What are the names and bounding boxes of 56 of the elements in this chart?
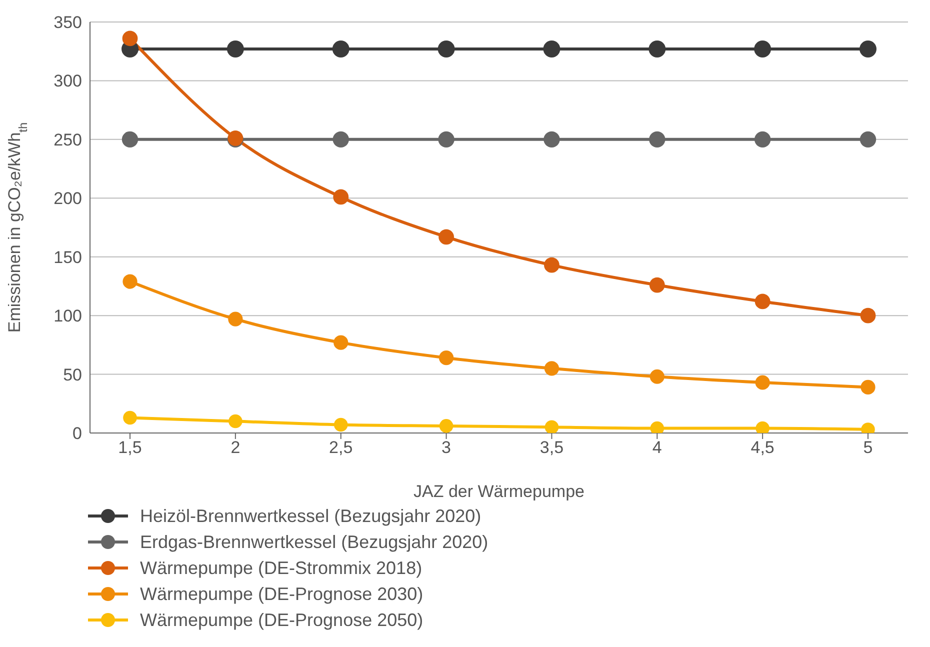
x-tick-label: 4,5	[750, 438, 774, 458]
point	[228, 312, 243, 326]
y-tick-label: 100	[54, 306, 82, 326]
point	[226, 40, 244, 58]
point	[438, 40, 455, 58]
point	[754, 131, 771, 148]
y-tick-label: 50	[63, 365, 82, 384]
point	[122, 30, 138, 46]
point	[649, 131, 666, 148]
point	[123, 410, 137, 425]
point	[544, 361, 560, 376]
point	[648, 40, 666, 58]
point	[544, 420, 559, 433]
x-tick-label: 3	[442, 438, 452, 458]
point	[543, 40, 560, 58]
x-tick-label: 1,5	[118, 438, 142, 458]
point	[650, 369, 664, 384]
x-tick-label: 2,5	[329, 438, 353, 458]
point	[649, 277, 665, 293]
y-tick-label: 150	[54, 248, 82, 267]
legend-label: Erdgas-Brennwertkessel (Bezugsjahr 2020)	[140, 532, 488, 552]
y-tick-label: 200	[54, 189, 82, 208]
point	[754, 294, 770, 310]
point	[860, 131, 876, 148]
y-tick-label: 0	[72, 424, 82, 444]
point	[122, 131, 138, 148]
x-tick-label: 3,5	[540, 438, 564, 458]
x-tick-label: 4	[652, 438, 662, 458]
point	[860, 380, 876, 395]
point	[438, 350, 454, 366]
legend-label: Wärmepumpe (DE-Strommix 2018)	[140, 558, 422, 578]
point	[333, 189, 349, 205]
point	[334, 418, 348, 432]
x-tick-label: 5	[863, 438, 873, 458]
point	[439, 419, 454, 433]
point	[544, 257, 560, 273]
point	[332, 40, 350, 58]
legend-label: Heizöl-Brennwertkessel (Bezugsjahr 2020)	[140, 506, 482, 526]
legend-label: Wärmepumpe (DE-Prognose 2030)	[140, 584, 424, 604]
legend-label: Wärmepumpe (DE-Prognose 2050)	[140, 610, 424, 630]
y-tick-label: 250	[54, 130, 82, 150]
point	[438, 131, 454, 148]
point	[332, 131, 349, 148]
y-tick-label: 350	[54, 13, 82, 32]
point	[755, 375, 770, 390]
point	[860, 40, 876, 58]
x-axis-title: JAZ der Wärmepumpe	[414, 482, 584, 501]
y-tick-label: 300	[54, 72, 82, 91]
x-tick-label: 2	[230, 438, 240, 458]
point	[228, 414, 242, 428]
point	[334, 335, 348, 350]
point	[544, 131, 560, 148]
point	[754, 40, 772, 58]
point	[860, 308, 876, 324]
point	[122, 274, 138, 289]
point	[438, 229, 454, 245]
